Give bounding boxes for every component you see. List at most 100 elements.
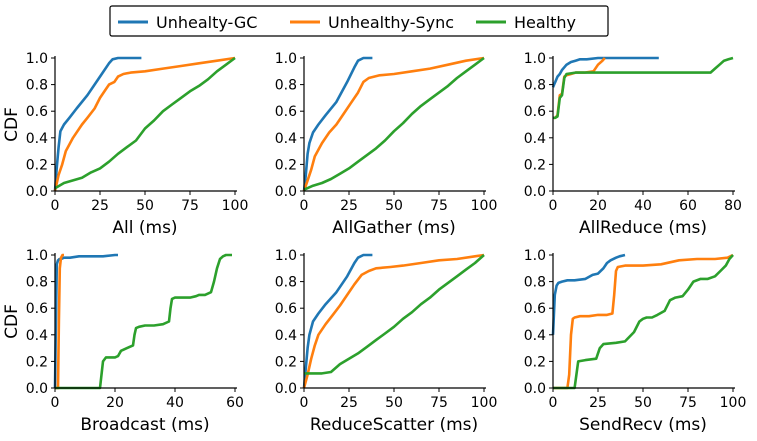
x-tick-label: 25 — [340, 198, 358, 214]
x-tick-label: 0 — [300, 395, 309, 411]
y-tick-label: 0.0 — [275, 184, 297, 200]
y-tick-label: 0.2 — [26, 157, 48, 173]
x-tick-label: 75 — [430, 198, 448, 214]
legend-label-gc: Unhealty-GC — [156, 13, 257, 32]
chart-panel-4: 0.0 0.2 0.4 0.6 0.8 1.0 0 25 50 75 100 ReduceScatte… — [275, 248, 498, 435]
y-tick-label: 0.4 — [524, 131, 546, 147]
legend-box — [109, 5, 609, 37]
x-tick-label: 40 — [166, 395, 184, 411]
x-tick-label: 75 — [679, 395, 697, 411]
x-tick-label: 100 — [222, 198, 249, 214]
x-tick-label: 75 — [430, 395, 448, 411]
x-tick-label: 50 — [385, 395, 403, 411]
y-tick-label: 0.0 — [524, 381, 546, 397]
series-line-healthy — [55, 253, 232, 390]
series-line-unhealthy-sync — [553, 57, 606, 120]
x-tick-label: 0 — [51, 198, 60, 214]
y-tick-label: 0.8 — [26, 275, 48, 291]
legend-label-healthy: Healthy — [514, 13, 576, 32]
series-line-unhealty-gc — [551, 56, 659, 88]
y-tick-label: 0.6 — [524, 301, 546, 317]
y-tick-label: 1.0 — [26, 51, 48, 67]
y-tick-label: 0.0 — [275, 381, 297, 397]
chart-panel-2: 0.0 0.2 0.4 0.6 0.8 1.0 0 20 40 60 80 AllReduce (ms… — [524, 51, 742, 238]
series-line-healthy — [553, 56, 734, 120]
chart-panel-1: 0.0 0.2 0.4 0.6 0.8 1.0 0 25 50 75 100 AllGather (m… — [275, 51, 498, 238]
y-tick-label: 0.8 — [275, 275, 297, 291]
x-tick-label: 20 — [106, 395, 124, 411]
x-tick-label: 0 — [51, 395, 60, 411]
x-tick-label: 20 — [589, 198, 607, 214]
x-tick-label: 100 — [471, 198, 498, 214]
y-tick-label: 0.4 — [524, 328, 546, 344]
y-tick-label: 1.0 — [275, 248, 297, 264]
series-line-unhealthy-sync — [553, 253, 734, 390]
y-tick-label: 0.8 — [275, 78, 297, 94]
series-line-unhealthy-sync — [53, 56, 236, 192]
x-tick-label: 80 — [724, 198, 742, 214]
y-tick-label: 0.8 — [524, 275, 546, 291]
y-tick-label: 0.6 — [275, 301, 297, 317]
x-axis-label: ReduceScatter (ms) — [310, 415, 478, 435]
x-axis-label: Broadcast (ms) — [80, 415, 209, 435]
y-tick-label: 0.2 — [26, 354, 48, 370]
series-line-healthy — [304, 254, 485, 375]
y-tick-label: 0.2 — [275, 157, 297, 173]
y-axis-label: CDF — [2, 304, 22, 339]
x-tick-label: 0 — [549, 198, 558, 214]
x-tick-label: 60 — [226, 395, 244, 411]
series-line-unhealty-gc — [302, 253, 373, 389]
y-tick-label: 0.4 — [275, 328, 297, 344]
x-tick-label: 100 — [471, 395, 498, 411]
y-tick-label: 1.0 — [524, 248, 546, 264]
series-line-unhealty-gc — [551, 253, 626, 335]
y-tick-label: 0.4 — [26, 328, 48, 344]
y-tick-label: 0.4 — [275, 131, 297, 147]
y-tick-label: 1.0 — [26, 248, 48, 264]
y-tick-label: 0.6 — [26, 104, 48, 120]
x-tick-label: 60 — [679, 198, 697, 214]
series-line-unhealthy-sync — [302, 253, 485, 389]
y-tick-label: 0.0 — [26, 184, 48, 200]
x-tick-label: 25 — [91, 198, 109, 214]
y-tick-label: 0.2 — [524, 354, 546, 370]
x-tick-label: 50 — [136, 198, 154, 214]
y-tick-label: 0.6 — [26, 301, 48, 317]
y-axis-label: CDF — [2, 107, 22, 142]
y-tick-label: 0.6 — [275, 104, 297, 120]
series-line-healthy — [303, 56, 485, 191]
y-tick-label: 1.0 — [524, 51, 546, 67]
y-tick-label: 0.4 — [26, 131, 48, 147]
chart-panel-0: 0.0 0.2 0.4 0.6 0.8 1.0 0 25 50 75 100 All (ms) CDF — [2, 51, 248, 238]
x-tick-label: 50 — [634, 395, 652, 411]
y-tick-label: 1.0 — [275, 51, 297, 67]
series-line-healthy — [54, 56, 236, 190]
y-tick-label: 0.0 — [26, 381, 48, 397]
x-tick-label: 25 — [589, 395, 607, 411]
legend-label-sync: Unhealthy-Sync — [328, 13, 454, 32]
chart-panel-5: 0.0 0.2 0.4 0.6 0.8 1.0 0 25 50 75 100 SendRecv (ms… — [524, 248, 747, 435]
y-tick-label: 0.2 — [275, 354, 297, 370]
series-line-unhealthy-sync — [302, 56, 485, 192]
chart-panel-3: 0.0 0.2 0.4 0.6 0.8 1.0 0 20 40 60 Broadcast (ms) C… — [2, 248, 244, 435]
y-tick-label: 0.6 — [524, 104, 546, 120]
y-tick-label: 0.8 — [26, 78, 48, 94]
x-axis-label: AllGather (ms) — [332, 218, 456, 238]
series-line-unhealty-gc — [302, 56, 373, 192]
x-axis-label: AllReduce (ms) — [579, 218, 707, 238]
x-tick-label: 100 — [720, 395, 747, 411]
x-tick-label: 75 — [181, 198, 199, 214]
series-line-unhealty-gc — [53, 56, 142, 192]
y-tick-label: 0.2 — [524, 157, 546, 173]
y-tick-label: 0.0 — [524, 184, 546, 200]
x-tick-label: 40 — [634, 198, 652, 214]
y-tick-label: 0.8 — [524, 78, 546, 94]
x-tick-label: 0 — [549, 395, 558, 411]
x-tick-label: 0 — [300, 198, 309, 214]
legend: Unhealty-GC Unhealthy-Sync Healthy — [109, 5, 609, 37]
x-axis-label: All (ms) — [112, 218, 177, 238]
x-tick-label: 50 — [385, 198, 403, 214]
x-axis-label: SendRecv (ms) — [579, 415, 707, 435]
